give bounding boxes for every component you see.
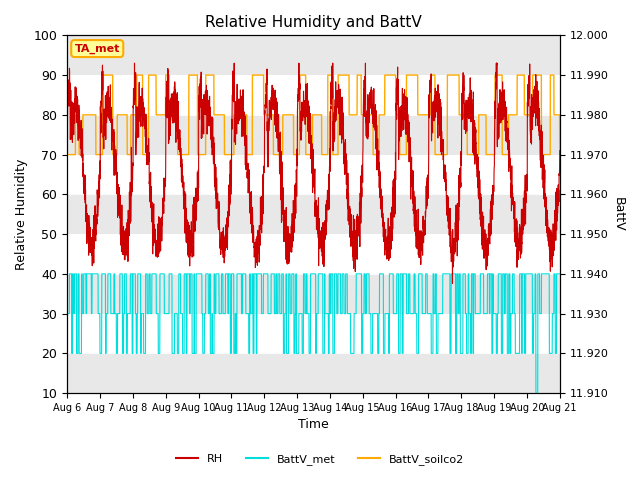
Y-axis label: BattV: BattV: [612, 197, 625, 231]
Text: TA_met: TA_met: [74, 43, 120, 54]
Bar: [67, 274, 560, 313]
Bar: [67, 194, 560, 234]
Bar: [67, 353, 560, 393]
Bar: [67, 36, 560, 75]
Title: Relative Humidity and BattV: Relative Humidity and BattV: [205, 15, 422, 30]
Bar: [67, 115, 560, 155]
Legend: RH, BattV_met, BattV_soilco2: RH, BattV_met, BattV_soilco2: [172, 450, 468, 469]
Y-axis label: Relative Humidity: Relative Humidity: [15, 158, 28, 270]
X-axis label: Time: Time: [298, 419, 329, 432]
